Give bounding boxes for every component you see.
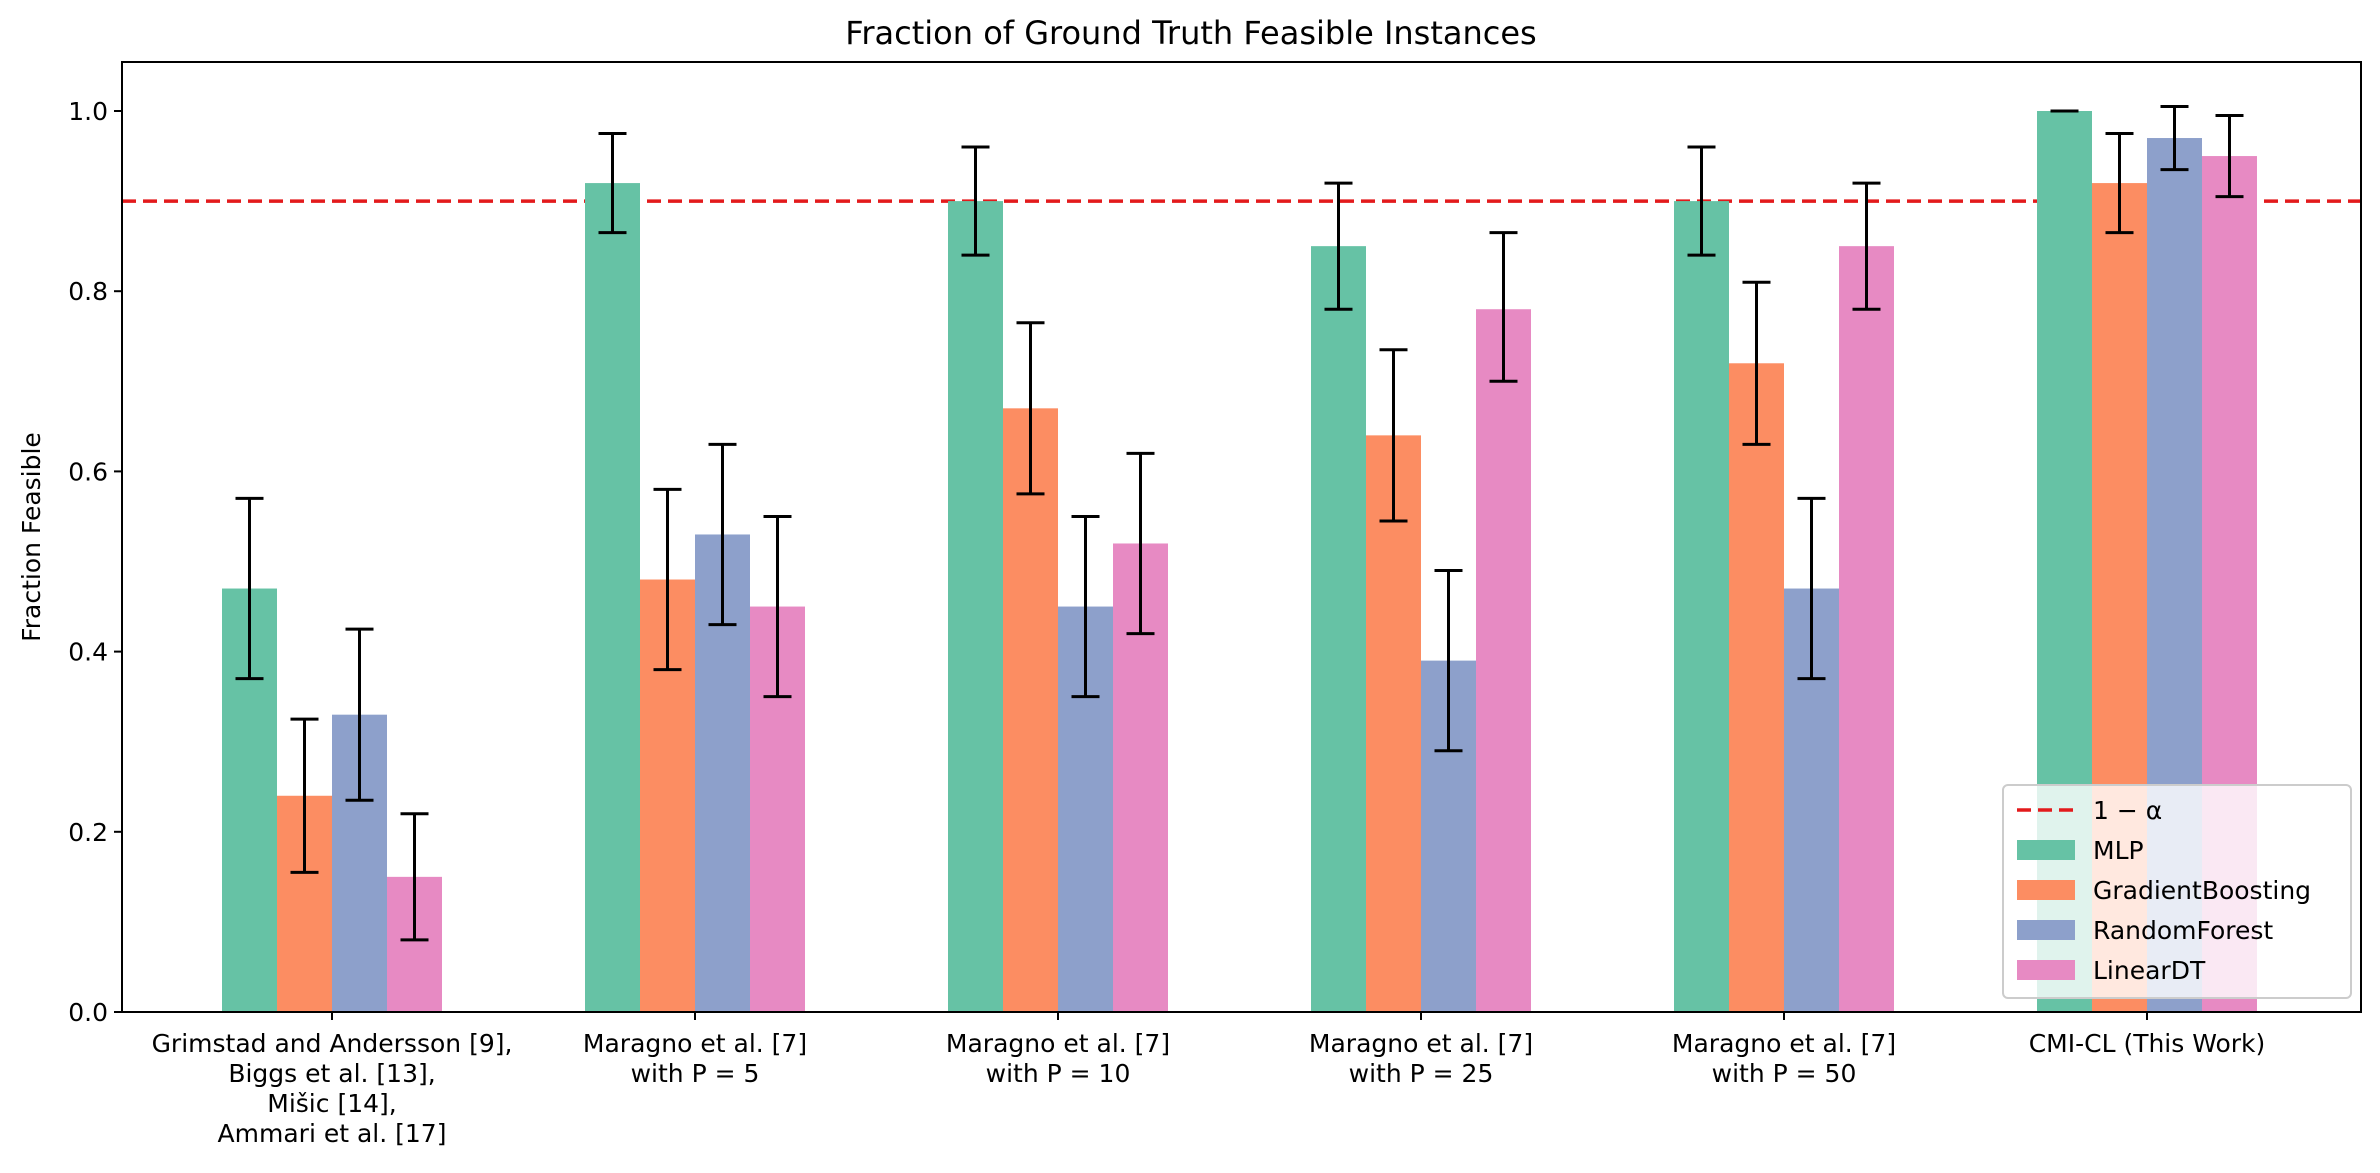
x-tick-label: Ammari et al. [17] (218, 1119, 447, 1148)
error-bar (1434, 569, 1463, 753)
error-bar (2215, 114, 2244, 199)
plot-frame (121, 61, 2362, 1013)
error-bar (598, 132, 627, 235)
bar-lineardt-4 (1839, 246, 1894, 1012)
legend: 1 − α MLP GradientBoosting RandomForest Line… (2002, 784, 2352, 999)
error-bar (2160, 104, 2189, 172)
bar-gradientboosting-2 (1003, 408, 1058, 1013)
y-tick-label: 1.0 (68, 97, 108, 126)
x-tick-label: Maragno et al. [7] (946, 1029, 1170, 1058)
x-tick-label: Maragno et al. [7] (1309, 1029, 1533, 1058)
x-tick-label: Maragno et al. [7] (1672, 1029, 1896, 1058)
y-tick-label: 0.2 (68, 818, 108, 847)
legend-label-threshold: 1 − α (2093, 796, 2162, 825)
legend-swatch-mlp (2017, 840, 2075, 860)
error-bar (763, 514, 792, 699)
bar-mlp-4 (1674, 201, 1729, 1013)
error-bar (1687, 145, 1716, 257)
x-tick-label: Mišic [14], (267, 1089, 396, 1118)
chart-title: Fraction of Ground Truth Feasible Instan… (845, 14, 1536, 52)
error-bar (1324, 181, 1353, 311)
legend-swatch-lineardt (2017, 960, 2075, 980)
y-axis-ticks: 0.0 0.2 0.4 0.6 0.8 1.0 (68, 97, 122, 1027)
bar-mlp-2 (948, 201, 1003, 1013)
error-bar (1742, 280, 1771, 446)
error-bar (708, 442, 737, 627)
bar-lineardt-3 (1476, 309, 1531, 1013)
y-tick-label: 0.4 (68, 638, 108, 667)
error-bar (1016, 321, 1045, 496)
error-bar (345, 627, 374, 802)
bar-mlp-3 (1311, 246, 1366, 1012)
bar-gradientboosting-3 (1366, 435, 1421, 1012)
legend-swatch-randomforest (2017, 920, 2075, 940)
legend-label-gradientboosting: GradientBoosting (2093, 876, 2311, 905)
x-tick-label: with P = 50 (1712, 1059, 1857, 1088)
y-tick-label: 0.6 (68, 457, 108, 486)
error-bar (1071, 514, 1100, 699)
x-tick-label: with P = 5 (631, 1059, 760, 1088)
error-bars (235, 104, 2244, 942)
bar-mlp-1 (585, 183, 640, 1012)
error-bar (1126, 451, 1155, 636)
error-bar (290, 717, 319, 874)
error-bar (1489, 231, 1518, 383)
error-bar (961, 145, 990, 257)
error-bar (1379, 348, 1408, 523)
y-axis-label: Fraction Feasible (17, 432, 46, 642)
error-bar (235, 496, 264, 681)
legend-label-lineardt: LinearDT (2093, 956, 2206, 985)
legend-label-mlp: MLP (2093, 836, 2144, 865)
x-tick-label: Grimstad and Andersson [9], (152, 1029, 513, 1058)
error-bar (1852, 181, 1881, 311)
x-tick-label: CMI-CL (This Work) (2029, 1029, 2266, 1058)
error-bar (400, 812, 429, 942)
x-tick-label: Biggs et al. [13], (228, 1059, 435, 1088)
x-tick-label: with P = 10 (986, 1059, 1131, 1088)
x-axis-labels: Grimstad and Andersson [9],Biggs et al. … (152, 1012, 2266, 1148)
bars (222, 111, 2257, 1013)
x-tick-label: with P = 25 (1349, 1059, 1494, 1088)
error-bar (653, 487, 682, 672)
legend-box (2002, 784, 2352, 999)
bar-gradientboosting-4 (1729, 363, 1784, 1012)
error-bar (1797, 496, 1826, 681)
error-bar (2105, 132, 2134, 235)
legend-swatch-gradientboosting (2017, 880, 2075, 900)
y-tick-label: 0.0 (68, 998, 108, 1027)
x-tick-label: Maragno et al. [7] (583, 1029, 807, 1058)
y-tick-label: 0.8 (68, 277, 108, 306)
legend-label-randomforest: RandomForest (2093, 916, 2273, 945)
